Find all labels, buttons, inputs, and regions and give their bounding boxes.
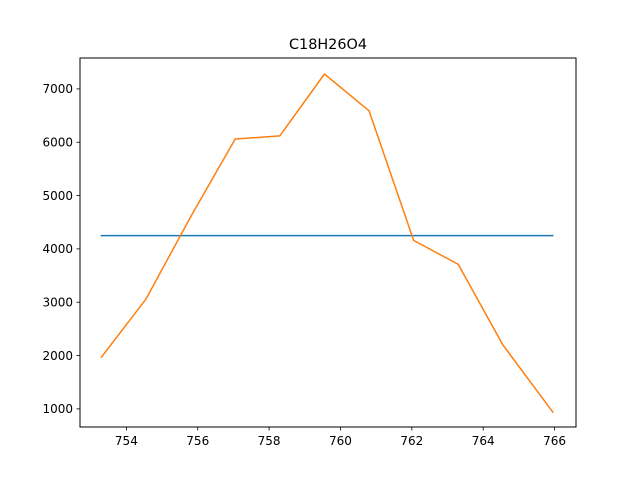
x-tick-label: 760	[329, 434, 352, 448]
y-tick-label: 2000	[42, 349, 73, 363]
x-tick-label: 766	[543, 434, 566, 448]
x-tick-label: 762	[400, 434, 423, 448]
y-tick-label: 7000	[42, 82, 73, 96]
x-tick-label: 758	[258, 434, 281, 448]
y-tick-label: 4000	[42, 242, 73, 256]
y-tick-label: 6000	[42, 136, 73, 150]
x-tick-label: 764	[472, 434, 495, 448]
y-tick-label: 5000	[42, 189, 73, 203]
y-tick-label: 1000	[42, 402, 73, 416]
series-line-2	[100, 73, 554, 414]
plot-frame	[79, 57, 577, 428]
plot-area	[80, 58, 576, 427]
chart-title: C18H26O4	[289, 37, 367, 53]
series-layer	[100, 73, 554, 414]
x-tick-label: 754	[115, 434, 138, 448]
x-tick-label: 756	[186, 434, 209, 448]
y-axis: 1000 2000 3000 4000 5000 6000 7000	[42, 82, 80, 416]
y-tick-label: 3000	[42, 296, 73, 310]
x-axis: 754 756 758 760 762 764 766	[115, 427, 566, 448]
